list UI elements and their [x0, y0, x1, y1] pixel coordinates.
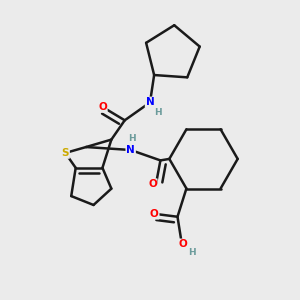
Text: H: H [188, 248, 196, 257]
Text: S: S [61, 148, 69, 158]
Text: O: O [150, 209, 159, 219]
Text: H: H [128, 134, 136, 142]
Text: N: N [126, 145, 135, 155]
Text: O: O [178, 239, 187, 249]
Text: O: O [98, 102, 107, 112]
Text: N: N [146, 98, 154, 107]
Text: H: H [154, 108, 162, 117]
Text: O: O [148, 179, 157, 189]
